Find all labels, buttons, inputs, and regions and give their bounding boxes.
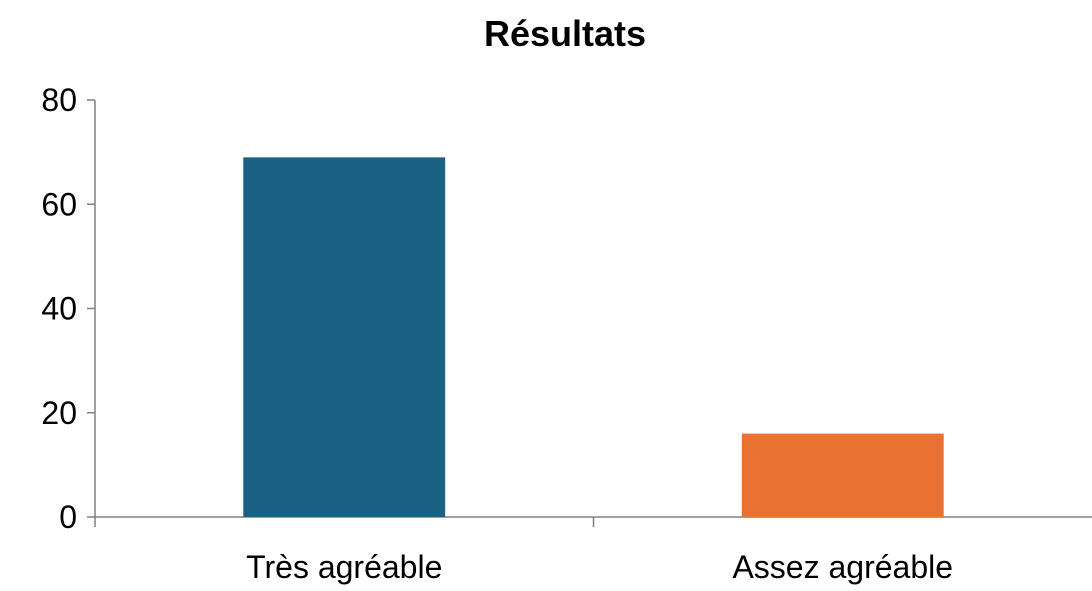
y-tick-label: 20	[41, 395, 77, 431]
x-tick-label: Assez agréable	[732, 549, 953, 585]
bar	[741, 433, 944, 517]
bars	[243, 157, 944, 517]
y-axis-ticks: 0 20 40 60 80	[41, 82, 95, 535]
bar	[243, 157, 446, 517]
x-tick-label: Très agréable	[246, 549, 442, 585]
y-tick-label: 80	[41, 82, 77, 118]
y-tick-label: 0	[59, 499, 77, 535]
chart-title: Résultats	[484, 13, 646, 54]
y-tick-label: 60	[41, 186, 77, 222]
y-tick-label: 40	[41, 291, 77, 327]
x-axis-ticks	[94, 517, 595, 527]
x-axis-labels: Très agréable Assez agréable	[246, 549, 953, 585]
